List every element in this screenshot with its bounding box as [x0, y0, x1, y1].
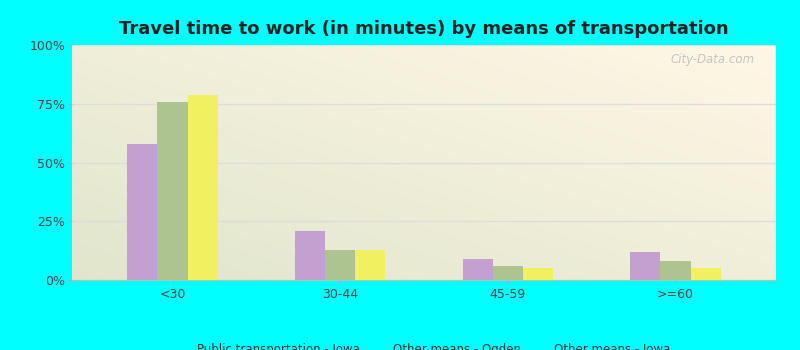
Bar — [462, 259, 493, 280]
Bar — [493, 266, 523, 280]
Legend: Public transportation - Iowa, Other means - Ogden, Other means - Iowa: Public transportation - Iowa, Other mean… — [178, 343, 670, 350]
Bar — [127, 144, 158, 280]
Bar — [325, 250, 355, 280]
Title: Travel time to work (in minutes) by means of transportation: Travel time to work (in minutes) by mean… — [119, 20, 729, 38]
Bar — [295, 231, 325, 280]
Bar — [690, 268, 721, 280]
Bar — [158, 102, 188, 280]
Bar — [523, 268, 553, 280]
Bar — [188, 95, 218, 280]
Bar — [355, 250, 386, 280]
Bar — [660, 261, 690, 280]
Bar — [630, 252, 660, 280]
Text: City-Data.com: City-Data.com — [670, 52, 755, 65]
